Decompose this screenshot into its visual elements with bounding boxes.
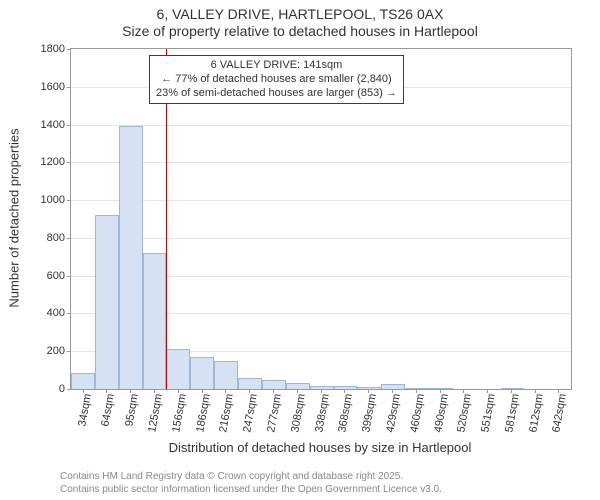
histogram-bar xyxy=(501,388,525,389)
y-tick-label: 200 xyxy=(47,345,65,357)
x-tick-label: 490sqm xyxy=(433,393,451,433)
x-tick-label: 612sqm xyxy=(528,393,546,433)
annotation-box: 6 VALLEY DRIVE: 141sqm← 77% of detached … xyxy=(149,55,404,104)
footer-line1: Contains HM Land Registry data © Crown c… xyxy=(60,471,442,484)
chart-title-line2: Size of property relative to detached ho… xyxy=(0,23,600,40)
y-tick-label: 1000 xyxy=(41,194,65,206)
histogram-bar xyxy=(238,378,262,389)
x-tick-label: 34sqm xyxy=(77,393,94,427)
gridline-h xyxy=(71,125,571,126)
chart-title-line1: 6, VALLEY DRIVE, HARTLEPOOL, TS26 0AX xyxy=(0,6,600,23)
x-tick-label: 460sqm xyxy=(409,393,427,433)
y-tick-label: 1200 xyxy=(41,156,65,168)
histogram-bar xyxy=(119,126,143,390)
y-tick-mark xyxy=(67,200,71,201)
x-tick-label: 399sqm xyxy=(362,393,380,433)
histogram-bar xyxy=(262,380,286,389)
footer-attribution: Contains HM Land Registry data © Crown c… xyxy=(60,471,442,496)
gridline-h xyxy=(71,200,571,201)
annotation-line: ← 77% of detached houses are smaller (2,… xyxy=(156,73,397,87)
x-tick-label: 247sqm xyxy=(243,393,261,433)
y-tick-mark xyxy=(67,49,71,50)
y-tick-mark xyxy=(67,238,71,239)
y-tick-mark xyxy=(67,276,71,277)
x-tick-label: 277sqm xyxy=(266,393,284,433)
histogram-bar xyxy=(95,215,119,389)
histogram-bar xyxy=(190,357,214,389)
y-tick-mark xyxy=(67,87,71,88)
chart-container: 6, VALLEY DRIVE, HARTLEPOOL, TS26 0AX Si… xyxy=(0,0,600,500)
y-tick-label: 600 xyxy=(47,270,65,282)
x-tick-label: 125sqm xyxy=(147,393,165,433)
histogram-bar xyxy=(381,384,405,389)
x-tick-label: 551sqm xyxy=(480,393,498,433)
y-tick-label: 400 xyxy=(47,307,65,319)
y-tick-label: 800 xyxy=(47,232,65,244)
chart-title-block: 6, VALLEY DRIVE, HARTLEPOOL, TS26 0AX Si… xyxy=(0,0,600,40)
x-tick-label: 216sqm xyxy=(218,393,236,433)
y-tick-label: 1600 xyxy=(41,81,65,93)
x-axis-label: Distribution of detached houses by size … xyxy=(70,440,570,455)
histogram-bar xyxy=(429,388,453,389)
x-tick-label: 95sqm xyxy=(125,393,142,427)
y-tick-label: 0 xyxy=(59,383,65,395)
x-tick-label: 338sqm xyxy=(314,393,332,433)
histogram-bar xyxy=(71,373,95,389)
y-tick-mark xyxy=(67,351,71,352)
y-tick-mark xyxy=(67,162,71,163)
gridline-h xyxy=(71,238,571,239)
x-tick-label: 581sqm xyxy=(504,393,522,433)
histogram-bar xyxy=(214,361,238,389)
y-tick-label: 1800 xyxy=(41,43,65,55)
y-axis-label: Number of detached properties xyxy=(7,128,22,307)
annotation-line: 23% of semi-detached houses are larger (… xyxy=(156,87,397,101)
gridline-h xyxy=(71,162,571,163)
x-tick-label: 520sqm xyxy=(456,393,474,433)
y-tick-mark xyxy=(67,125,71,126)
x-tick-label: 642sqm xyxy=(552,393,570,433)
plot-area: 02004006008001000120014001600180034sqm64… xyxy=(70,48,572,390)
y-tick-mark xyxy=(67,389,71,390)
y-tick-mark xyxy=(67,313,71,314)
x-tick-label: 308sqm xyxy=(290,393,308,433)
y-tick-label: 1400 xyxy=(41,119,65,131)
histogram-bar xyxy=(334,386,358,389)
annotation-line: 6 VALLEY DRIVE: 141sqm xyxy=(156,59,397,73)
x-tick-label: 429sqm xyxy=(385,393,403,433)
x-tick-label: 368sqm xyxy=(337,393,355,433)
footer-line2: Contains public sector information licen… xyxy=(60,484,442,497)
histogram-bar xyxy=(166,349,190,389)
x-tick-label: 64sqm xyxy=(100,393,117,427)
x-tick-label: 186sqm xyxy=(195,393,213,433)
x-tick-label: 156sqm xyxy=(171,393,189,433)
histogram-bar xyxy=(143,253,167,389)
